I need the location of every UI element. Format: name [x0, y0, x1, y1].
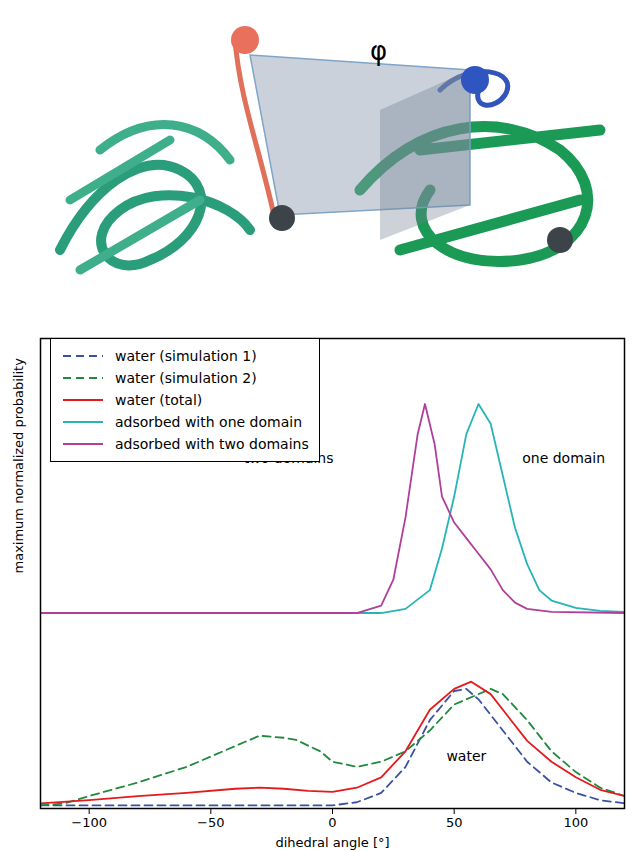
svg-text:−50: −50: [197, 815, 224, 830]
svg-text:−100: −100: [71, 815, 107, 830]
svg-text:water: water: [446, 748, 486, 764]
svg-text:dihedral angle [°]: dihedral angle [°]: [275, 835, 389, 850]
svg-text:two domains: two domains: [244, 450, 334, 466]
svg-text:100: 100: [563, 815, 588, 830]
svg-text:maximum normalized probability: maximum normalized probability: [11, 358, 26, 574]
svg-text:φ: φ: [370, 36, 387, 66]
html-text:adsorbed with one domain: adsorbed with one domain: [115, 414, 302, 430]
svg-text:0: 0: [328, 815, 336, 830]
html-text:water (simulation 1): water (simulation 1): [115, 348, 257, 364]
svg-text:50: 50: [446, 815, 463, 830]
html-text:adsorbed with two domains: adsorbed with two domains: [115, 436, 309, 452]
html-text:water (simulation 2): water (simulation 2): [115, 370, 257, 386]
svg-text:one domain: one domain: [522, 450, 605, 466]
html-text:water (total): water (total): [115, 392, 203, 408]
